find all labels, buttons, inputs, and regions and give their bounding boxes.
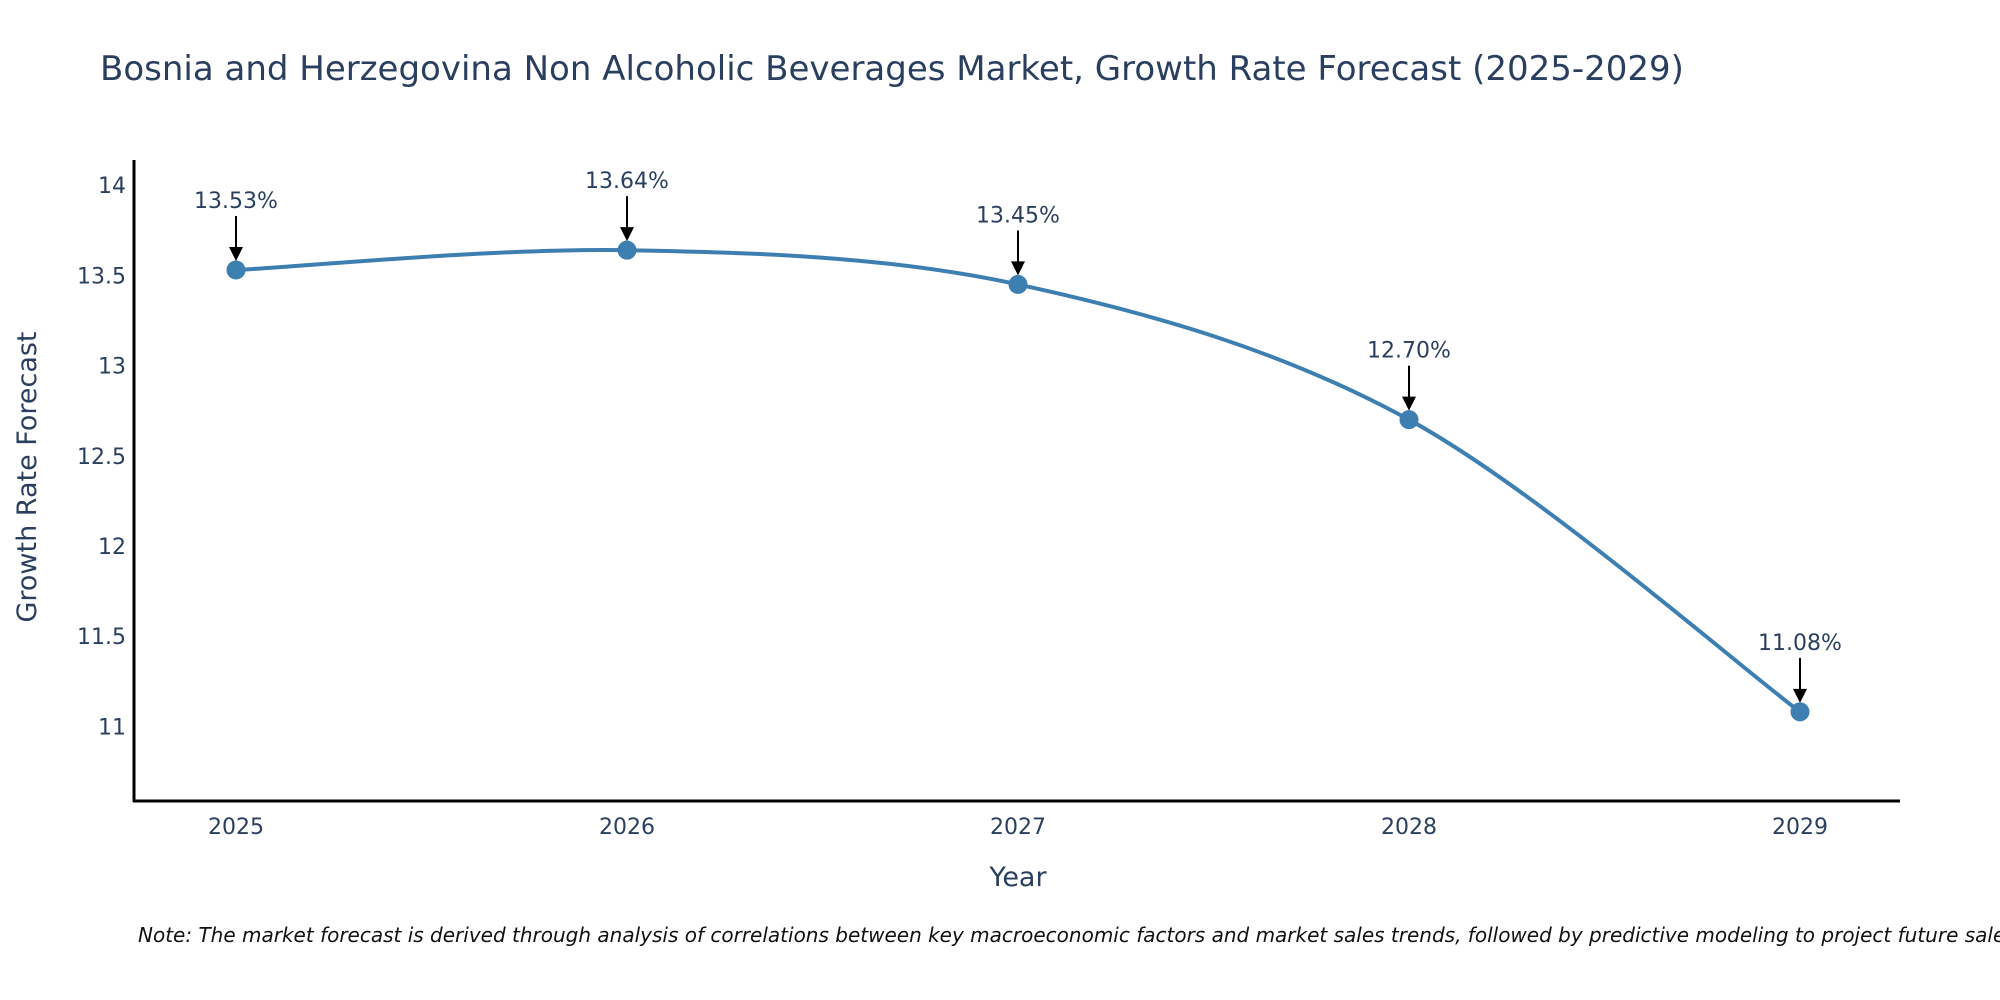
data-label: 11.08%: [1758, 631, 1842, 656]
data-points: [226, 240, 1810, 722]
y-tick-label: 12.5: [77, 445, 126, 470]
data-label-arrowhead: [1793, 688, 1807, 703]
y-tick-label: 11: [98, 715, 126, 740]
y-tick-label: 11.5: [77, 625, 126, 650]
data-point-2025: [226, 260, 246, 280]
forecast-note: Note: The market forecast is derived thr…: [138, 923, 2000, 947]
x-tick-label: 2029: [1772, 815, 1828, 840]
growth-rate-line: [234, 247, 1802, 714]
data-label-arrowhead: [1402, 396, 1416, 411]
data-label-arrowhead: [1011, 261, 1025, 276]
data-labels: 13.53% 13.64% 13.45% 12.70% 11.08%: [194, 169, 1842, 703]
data-point-2028: [1399, 410, 1419, 430]
x-axis-title: Year: [988, 862, 1047, 893]
y-tick-label: 12: [98, 535, 126, 560]
x-tick-label: 2027: [990, 815, 1046, 840]
x-tick-label: 2028: [1381, 815, 1437, 840]
data-label-arrowhead: [620, 227, 634, 242]
y-axis-ticks: 11 11.5 12 12.5 13 13.5 14: [77, 174, 126, 740]
data-label: 13.53%: [194, 189, 278, 214]
data-point-2029: [1790, 702, 1810, 722]
x-tick-label: 2026: [599, 815, 655, 840]
data-label: 13.45%: [976, 203, 1060, 228]
data-label: 13.64%: [585, 169, 669, 194]
data-point-2026: [617, 240, 637, 260]
x-tick-label: 2025: [208, 815, 264, 840]
y-tick-label: 14: [98, 174, 126, 199]
y-tick-label: 13.5: [77, 264, 126, 289]
y-axis-title: Growth Rate Forecast: [12, 331, 43, 622]
y-tick-label: 13: [98, 355, 126, 380]
data-label-arrowhead: [229, 247, 243, 262]
chart-title: Bosnia and Herzegovina Non Alcoholic Bev…: [100, 49, 1684, 89]
data-label: 12.70%: [1367, 339, 1451, 364]
data-point-2027: [1008, 274, 1028, 294]
x-axis-ticks: 2025 2026 2027 2028 2029: [208, 815, 1828, 840]
